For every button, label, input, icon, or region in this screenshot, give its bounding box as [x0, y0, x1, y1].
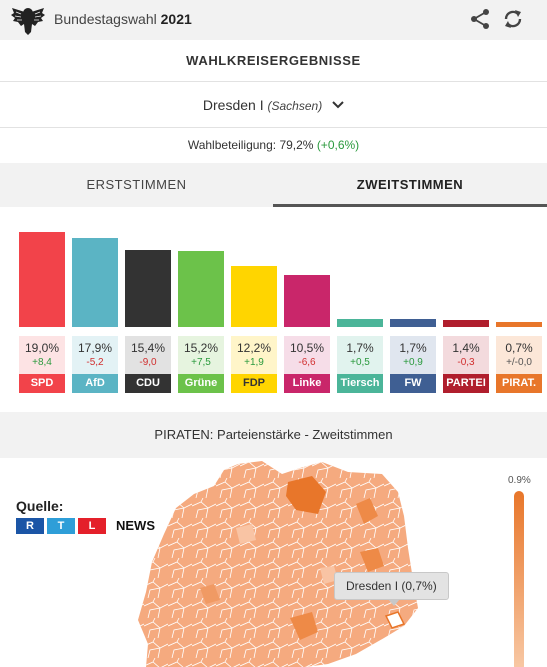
chevron-down-icon [332, 101, 344, 109]
party-change: +1,9 [244, 357, 264, 368]
map-title: PIRATEN: Parteienstärke - Zweitstimmen [0, 412, 547, 458]
party-percentage: 12,2% [236, 341, 272, 355]
district-name: Dresden I [202, 97, 264, 113]
party-percentage: 1,4% [452, 341, 480, 355]
tab-zweitstimmen[interactable]: ZWEITSTIMMEN [273, 163, 547, 207]
party-label: PIRAT. [496, 374, 542, 393]
party-percentage: 17,9% [77, 341, 113, 355]
legend-max-value: 0.9% [508, 475, 531, 486]
party-results-chart: 19,0% +8,4 SPD 17,9% -5,2 AfD 15,4% -9,0 CDU 15,2… [0, 207, 547, 412]
party-card[interactable]: 1,7% +0,5 Tiersch [337, 336, 383, 393]
bar-fdp[interactable] [231, 266, 277, 327]
brand-prefix: Bundestagswahl [54, 11, 157, 27]
eagle-logo-icon [11, 8, 45, 35]
section-title: WAHLKREISERGEBNISSE [0, 40, 547, 82]
source-label: Quelle: [16, 498, 64, 514]
party-label: CDU [125, 374, 171, 393]
bar-afd[interactable] [72, 237, 118, 327]
rtl-letter: R [16, 518, 44, 534]
bar-spd[interactable] [19, 232, 65, 327]
bar-partei[interactable] [443, 320, 489, 327]
party-change: -6,6 [298, 357, 316, 368]
party-percentage: 1,7% [346, 341, 374, 355]
party-percentage: 19,0% [24, 341, 60, 355]
party-card[interactable]: 17,9% -5,2 AfD [72, 336, 118, 393]
vote-tabs: ERSTSTIMMEN ZWEITSTIMMEN [0, 163, 547, 207]
district-selector[interactable]: Dresden I (Sachsen) [0, 83, 547, 128]
party-percentage: 10,5% [289, 341, 325, 355]
party-label: Tiersch [337, 374, 383, 393]
germany-map[interactable] [0, 458, 547, 667]
party-card[interactable]: 1,7% +0,9 FW [390, 336, 436, 393]
bar-tiersch[interactable] [337, 318, 383, 327]
share-icon[interactable] [469, 8, 491, 30]
turnout-diff: (+0,6%) [316, 138, 360, 152]
party-percentage: 15,2% [183, 341, 219, 355]
party-percentage: 15,4% [130, 341, 166, 355]
party-card[interactable]: 15,2% +7,5 Grüne [178, 336, 224, 393]
news-label: NEWS [116, 518, 155, 533]
party-label: PARTEI [443, 374, 489, 393]
color-legend-bar [514, 491, 524, 667]
app-title: Bundestagswahl 2021 [54, 11, 192, 27]
refresh-icon[interactable] [501, 7, 525, 31]
turnout-info: Wahlbeteiligung: 79,2% (+0,6%) [0, 129, 547, 161]
party-change: +0,9 [403, 357, 423, 368]
party-label: Linke [284, 374, 330, 393]
bar-pirat[interactable] [496, 322, 542, 327]
party-change: -5,2 [86, 357, 104, 368]
party-percentage: 1,7% [399, 341, 427, 355]
party-label: FW [390, 374, 436, 393]
top-bar: Bundestagswahl 2021 [0, 0, 547, 40]
turnout-label: Wahlbeteiligung: 79,2% [187, 138, 314, 152]
party-card[interactable]: 0,7% +/-0,0 PIRAT. [496, 336, 542, 393]
rtl-letter: L [78, 518, 106, 534]
tooltip-pointer [388, 599, 400, 606]
party-label: AfD [72, 374, 118, 393]
rtl-logo: R T L [16, 518, 108, 534]
party-change: -0,3 [457, 357, 475, 368]
party-card[interactable]: 19,0% +8,4 SPD [19, 336, 65, 393]
party-change: -9,0 [139, 357, 157, 368]
bar-linke[interactable] [284, 274, 330, 327]
party-change: +0,5 [350, 357, 370, 368]
party-change: +/-0,0 [506, 357, 532, 368]
choropleth-map[interactable]: Quelle: R T L NEWS 0.9% Dresden I (0,7%) [0, 458, 547, 667]
party-card[interactable]: 15,4% -9,0 CDU [125, 336, 171, 393]
district-state: (Sachsen) [267, 99, 323, 113]
party-label: FDP [231, 374, 277, 393]
bar-grne[interactable] [178, 251, 224, 327]
bar-fw[interactable] [390, 318, 436, 327]
party-card[interactable]: 1,4% -0,3 PARTEI [443, 336, 489, 393]
brand-year: 2021 [160, 11, 192, 27]
rtl-letter: T [47, 518, 75, 534]
party-change: +7,5 [191, 357, 211, 368]
party-percentage: 0,7% [505, 341, 533, 355]
party-card[interactable]: 12,2% +1,9 FDP [231, 336, 277, 393]
tab-erststimmen[interactable]: ERSTSTIMMEN [86, 177, 187, 192]
bar-cdu[interactable] [125, 250, 171, 327]
party-change: +8,4 [32, 357, 52, 368]
party-label: Grüne [178, 374, 224, 393]
map-tooltip: Dresden I (0,7%) [334, 572, 449, 600]
party-card[interactable]: 10,5% -6,6 Linke [284, 336, 330, 393]
party-label: SPD [19, 374, 65, 393]
